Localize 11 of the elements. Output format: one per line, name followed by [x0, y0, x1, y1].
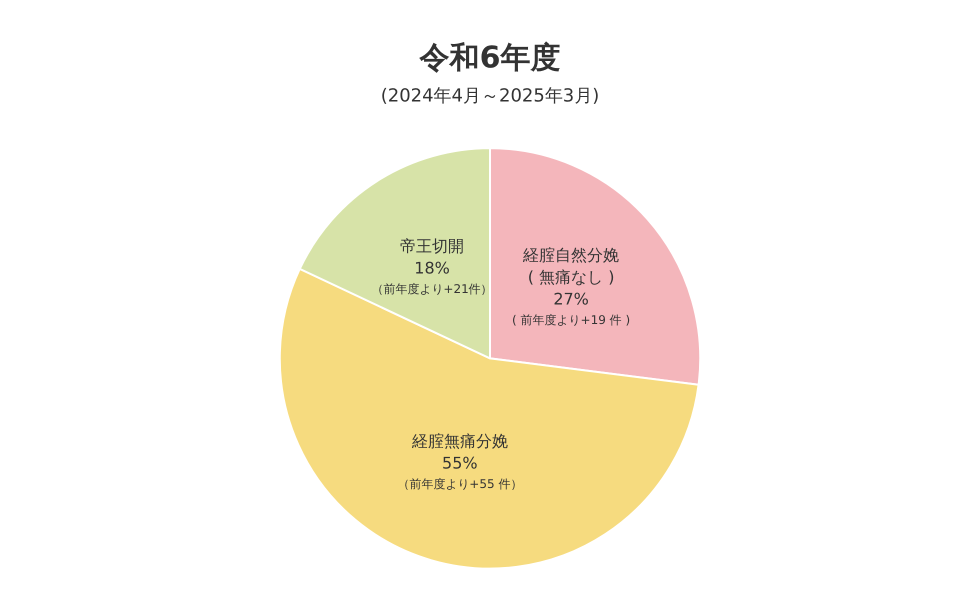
chart-title: 令和6年度: [418, 40, 560, 76]
slice-label: 経腟無痛分娩: [410, 432, 508, 451]
data-label: 27%: [553, 289, 589, 308]
text: （前年度より+55 件）: [397, 477, 522, 492]
text: ( 前年度より+19 件 ): [512, 312, 630, 327]
chart-subtitle: (2024年4月～2025年3月): [380, 86, 600, 106]
slice-label: 経腟自然分娩 ( 無痛なし ): [522, 245, 620, 286]
text: （前年度より+21件）: [371, 282, 493, 296]
data-label: 55%: [442, 454, 478, 473]
data-label: 18%: [414, 258, 450, 278]
slice-label: 帝王切開: [400, 236, 464, 256]
